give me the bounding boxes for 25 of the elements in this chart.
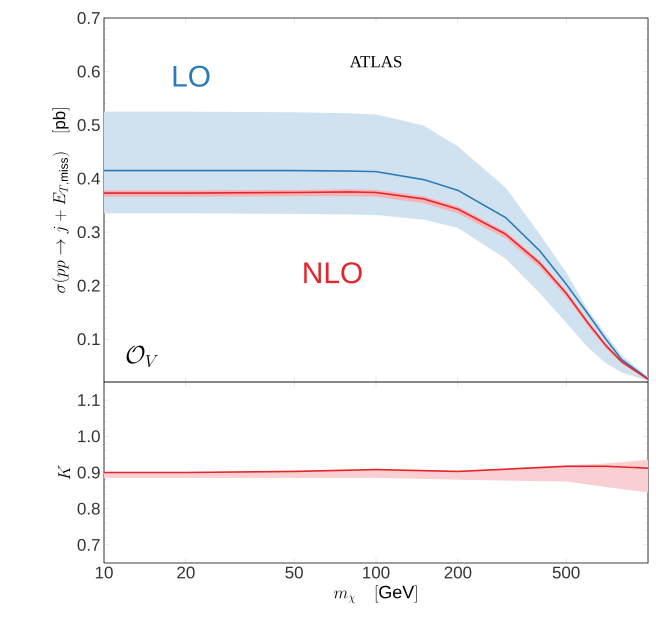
y-tick-label: 0.8 <box>78 502 100 515</box>
y-tick-label: 0.7 <box>78 538 100 551</box>
y-tick-label: 0.1 <box>78 333 100 346</box>
annotation: ATLAS <box>350 56 402 68</box>
x-tick-label: 20 <box>177 566 195 579</box>
y-tick-label: 0.9 <box>78 466 100 478</box>
annotation: $\mathcal{O}_V$ <box>126 346 158 368</box>
x-tick-label: 10 <box>96 566 113 579</box>
text: NLO <box>304 262 362 284</box>
y-tick-label: 1.0 <box>78 430 100 442</box>
y-tick-label: 0.6 <box>78 66 100 78</box>
y-axis-title: $K$ <box>58 465 70 480</box>
y-tick-label: 0.4 <box>78 172 100 185</box>
y-tick-label: 0.2 <box>78 280 100 292</box>
x-tick-label: 500 <box>552 566 580 579</box>
y-tick-label: 0.3 <box>78 226 100 238</box>
text: LO <box>174 66 210 87</box>
x-axis-title: $m_\chi\quad[\mathrm{GeV}]$ <box>334 585 417 604</box>
y-tick-label: 1.1 <box>78 394 100 406</box>
x-tick-label: 100 <box>363 566 390 579</box>
y-tick-label: 0.7 <box>78 12 100 24</box>
y-tick-label: 0.5 <box>78 119 100 132</box>
x-tick-label: 200 <box>444 566 472 579</box>
y-axis-title: $\sigma(pp\to j+E_{T,\mathrm{miss}})\quad[\mathrm{pb}]$ <box>52 108 70 293</box>
x-tick-label: 50 <box>285 566 303 579</box>
